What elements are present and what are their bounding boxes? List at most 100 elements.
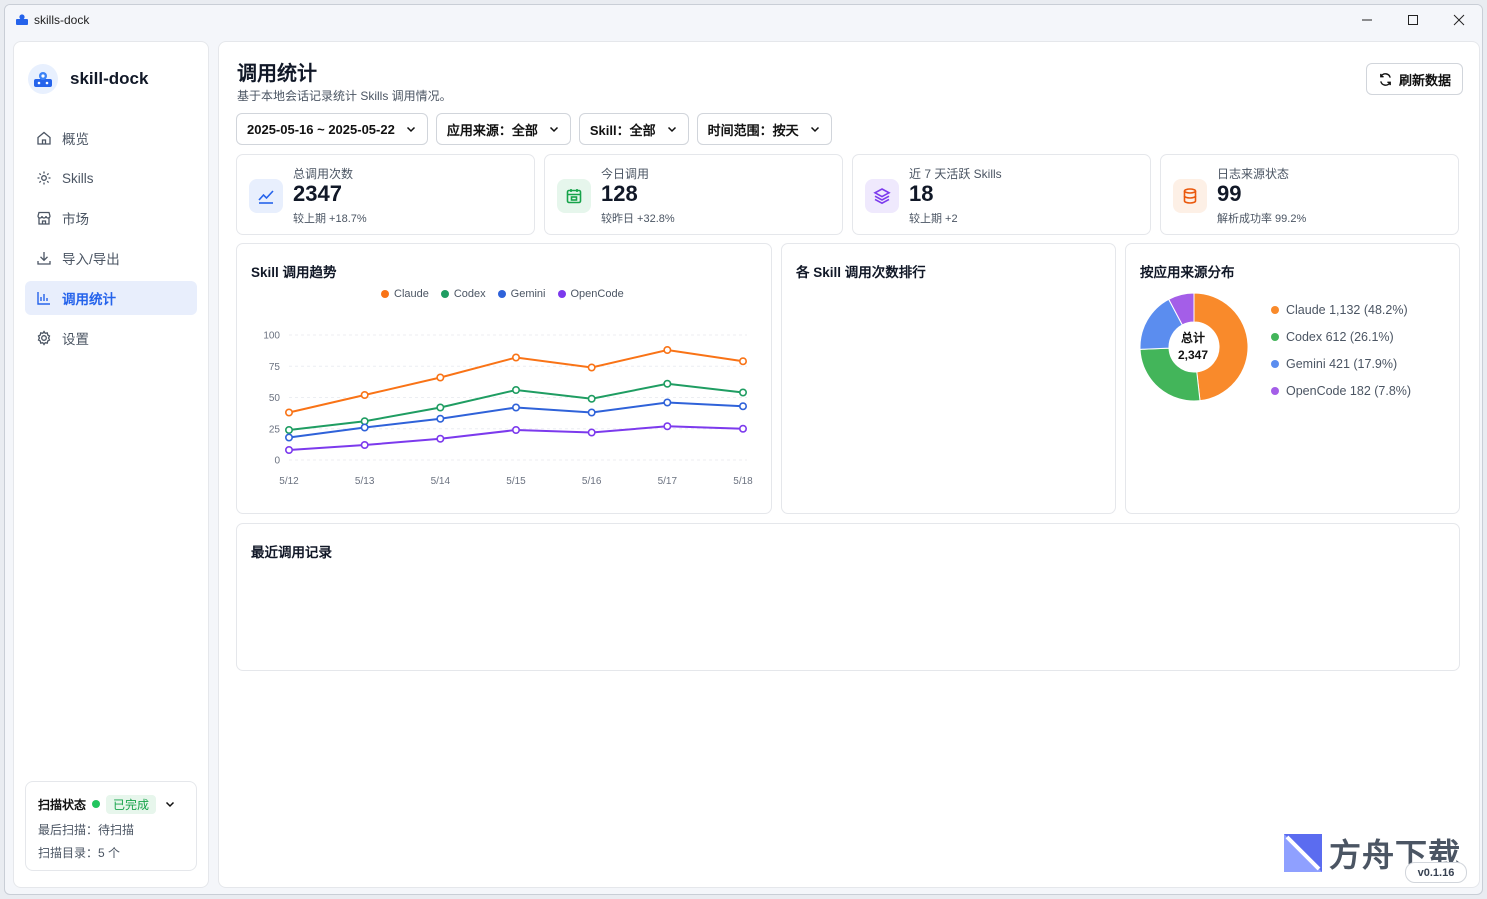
app-window: skills-dock skill-dock <box>4 4 1483 895</box>
legend-swatch <box>557 290 566 298</box>
stat-card-total: 总调用次数 2347 较上期 +18.7% <box>236 154 535 235</box>
data-point <box>284 426 293 435</box>
y-tick-label: 25 <box>269 424 281 435</box>
settings-icon <box>37 330 51 346</box>
legend-swatch <box>1271 386 1279 395</box>
version-badge: v0.1.16 <box>1405 862 1467 883</box>
stat-label: 总调用次数 <box>293 167 354 181</box>
legend-item-opencode: OpenCode <box>557 288 624 300</box>
x-tick-label: 5/17 <box>658 476 678 487</box>
close-button[interactable] <box>1436 5 1482 35</box>
logo-icon <box>28 64 58 94</box>
sidebar-item-stats[interactable]: 调用统计 <box>25 281 197 315</box>
stat-card-log-source: 日志来源状态 99 解析成功率 99.2% <box>1160 154 1459 235</box>
layers-icon <box>873 188 891 205</box>
legend-item-codex: Codex <box>440 288 486 300</box>
legend-label: Gemini 421 (17.9%) <box>1286 356 1398 371</box>
stat-value: 99 <box>1217 181 1242 206</box>
time-range-select[interactable]: 时间范围：按天 <box>696 113 832 145</box>
pie-slice-codex <box>1139 347 1201 402</box>
chevron-down-icon <box>549 126 558 133</box>
data-point <box>284 446 293 455</box>
brand-name: skill-dock <box>70 69 149 88</box>
data-point <box>360 423 369 432</box>
source-select[interactable]: 应用来源：全部 <box>435 113 571 145</box>
calendar-icon <box>566 189 582 204</box>
trend-line-chart: 0 25 50 75 100 5/12 5/13 5/14 5/15 5/16 5/17 5/18 <box>263 331 753 488</box>
trend-chart-card: Skill 调用趋势 Claude Codex Gemini OpenCode … <box>236 243 772 514</box>
chevron-down-icon[interactable] <box>164 798 176 810</box>
data-point <box>511 353 520 362</box>
minimize-icon <box>1362 19 1372 21</box>
legend-label: Codex 612 (26.1%) <box>1286 329 1394 344</box>
data-point <box>436 414 445 423</box>
date-range-value: 2025-05-16 ~ 2025-05-22 <box>247 121 395 137</box>
donut-center-label: 总计 <box>1180 331 1205 345</box>
sidebar-item-settings[interactable]: 设置 <box>25 321 197 355</box>
source-value: 应用来源：全部 <box>446 122 538 138</box>
download-icon <box>37 252 51 265</box>
home-icon <box>37 131 51 145</box>
sidebar-item-label: 市场 <box>62 212 89 227</box>
filter-bar: 2025-05-16 ~ 2025-05-22 应用来源：全部 Skill：全部… <box>236 113 840 145</box>
date-range-select[interactable]: 2025-05-16 ~ 2025-05-22 <box>236 113 428 145</box>
donut-center-value: 2,347 <box>1177 348 1209 362</box>
refresh-button[interactable]: 刷新数据 <box>1366 63 1463 95</box>
legend-swatch <box>1271 359 1279 368</box>
store-icon <box>37 211 51 225</box>
stat-delta: 较昨日 +32.8% <box>601 213 675 225</box>
y-tick-label: 75 <box>269 362 281 373</box>
x-tick-label: 5/18 <box>733 476 753 487</box>
stat-label: 日志来源状态 <box>1217 167 1290 181</box>
sidebar-item-label: 导入/导出 <box>62 252 120 267</box>
source-donut-chart <box>1139 292 1249 402</box>
ranking-chart-title: 各 Skill 调用次数排行 <box>796 265 926 280</box>
legend-label: Gemini <box>510 288 546 300</box>
legend-item-gemini: Gemini <box>497 288 546 300</box>
data-point <box>738 357 747 366</box>
sidebar: skill-dock 概览 Skills 市场 导入/导出 调用统计 <box>13 41 209 888</box>
data-point <box>360 391 369 400</box>
stat-delta: 较上期 +18.7% <box>293 213 367 225</box>
legend-label: Claude 1,132 (48.2%) <box>1286 302 1408 317</box>
trend-chart-title: Skill 调用趋势 <box>251 265 337 280</box>
chevron-down-icon <box>406 126 415 133</box>
legend-label: OpenCode <box>570 288 624 300</box>
page-subtitle: 基于本地会话记录统计 Skills 调用情况。 <box>237 89 452 103</box>
close-icon <box>1453 14 1465 26</box>
refresh-icon <box>1380 72 1391 86</box>
last-scan-text: 最后扫描：待扫描 <box>38 823 135 837</box>
source-distribution-card: 按应用来源分布 总计 2,347 Claude 1,132 (48.2%) Co… <box>1125 243 1460 514</box>
skill-select[interactable]: Skill：全部 <box>578 113 689 145</box>
recent-records-title: 最近调用记录 <box>251 545 332 560</box>
stat-value: 128 <box>601 181 638 206</box>
stat-delta: 解析成功率 99.2% <box>1217 213 1307 225</box>
sidebar-item-overview[interactable]: 概览 <box>25 121 197 155</box>
stat-icon-bg <box>557 179 591 213</box>
sidebar-item-import-export[interactable]: 导入/导出 <box>25 241 197 275</box>
bar-chart-icon <box>37 292 50 305</box>
trend-icon <box>258 190 274 204</box>
donut-legend-item-opencode: OpenCode 182 (7.8%) <box>1271 377 1411 404</box>
stat-delta: 较上期 +2 <box>909 213 958 225</box>
sidebar-item-label: 调用统计 <box>62 292 116 307</box>
pie-slice-opencode <box>1168 292 1195 326</box>
sidebar-item-label: 概览 <box>62 132 89 147</box>
sidebar-item-skills[interactable]: Skills <box>25 161 197 195</box>
sidebar-item-label: 设置 <box>62 332 89 347</box>
data-point <box>587 363 596 372</box>
data-point <box>436 434 445 443</box>
skill-value: Skill：全部 <box>589 122 656 138</box>
scan-status-panel: 扫描状态 已完成 最后扫描：待扫描 扫描目录：5 个 <box>25 781 197 871</box>
title-bar: skills-dock <box>5 5 1482 35</box>
data-point <box>436 403 445 412</box>
sidebar-item-market[interactable]: 市场 <box>25 201 197 235</box>
app-icon <box>16 14 28 25</box>
maximize-button[interactable] <box>1390 5 1436 35</box>
watermark-logo-icon <box>1284 834 1322 872</box>
stat-icon-bg <box>1173 179 1207 213</box>
database-icon <box>1183 188 1197 204</box>
donut-legend-item-codex: Codex 612 (26.1%) <box>1271 323 1411 350</box>
minimize-button[interactable] <box>1344 5 1390 35</box>
legend-item-claude: Claude <box>381 288 429 300</box>
